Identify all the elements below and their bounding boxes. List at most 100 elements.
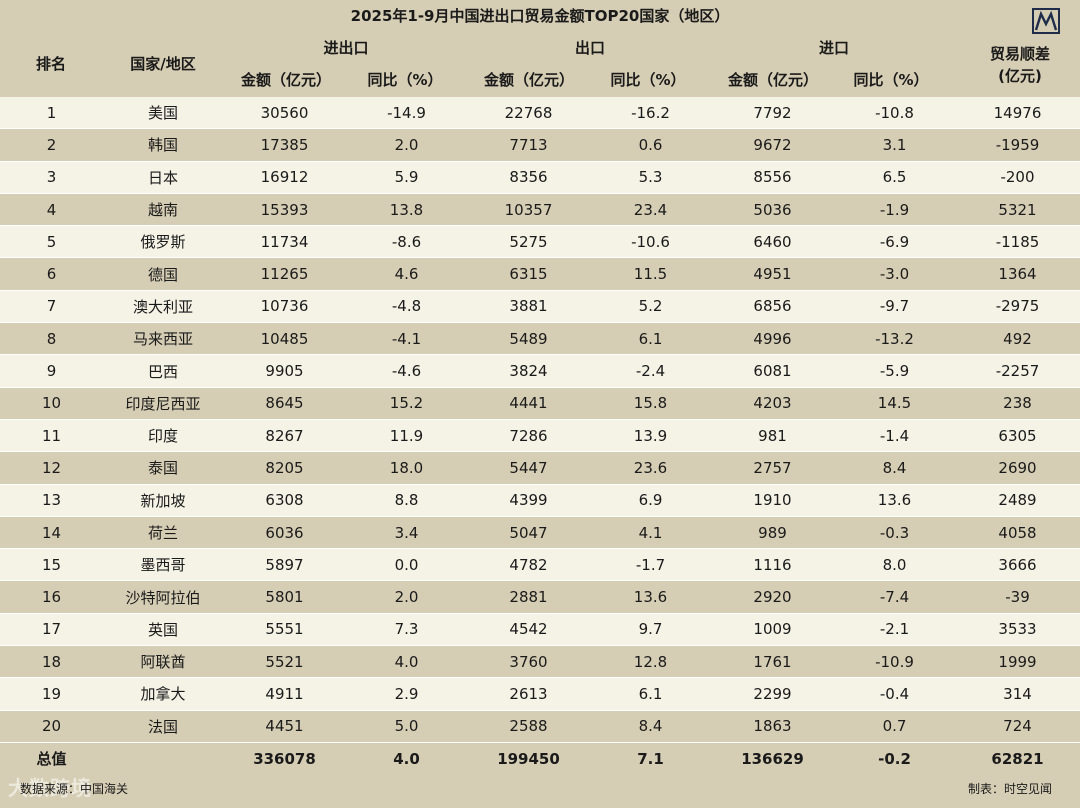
cell-total-yoy: 18.0 xyxy=(346,451,467,485)
cell-export-yoy: 8.4 xyxy=(590,710,711,743)
cell-export-yoy: 0.6 xyxy=(590,128,711,162)
total-row: 总值 336078 4.0 199450 7.1 136629 -0.2 62821 xyxy=(0,742,1080,775)
cell-rank: 13 xyxy=(0,484,103,517)
cell-export-yoy: 13.9 xyxy=(590,419,711,453)
cell-import: 2920 xyxy=(711,580,834,614)
cell-export-yoy: -16.2 xyxy=(590,97,711,130)
cell-total: 6036 xyxy=(223,516,346,550)
table-row: 6 德国 11265 4.6 6315 11.5 4951 -3.0 1364 xyxy=(0,257,1080,291)
cell-import-yoy: -7.4 xyxy=(834,580,955,614)
cell-total: 15393 xyxy=(223,193,346,227)
table-row: 1 美国 30560 -14.9 22768 -16.2 7792 -10.8 14976 xyxy=(0,97,1080,130)
cell-export-yoy: 6.1 xyxy=(590,677,711,711)
cell-rank: 1 xyxy=(0,97,103,130)
header-import-amount: 金额（亿元） xyxy=(727,71,818,89)
header-total-amount: 金额（亿元） xyxy=(240,71,331,89)
cell-import: 9672 xyxy=(711,128,834,162)
table-row: 14 荷兰 6036 3.4 5047 4.1 989 -0.3 4058 xyxy=(0,516,1080,550)
cell-country: 马来西亚 xyxy=(103,322,223,356)
table-row: 3 日本 16912 5.9 8356 5.3 8556 6.5 -200 xyxy=(0,161,1080,194)
cell-rank: 18 xyxy=(0,645,103,679)
cell-export: 5447 xyxy=(467,451,590,485)
cell-import-yoy: 8.4 xyxy=(834,451,955,485)
cell-rank: 5 xyxy=(0,225,103,259)
cell-total-yoy: -4.6 xyxy=(346,354,467,388)
header-import-group: 进口 xyxy=(818,39,849,57)
cell-surplus: 238 xyxy=(955,387,1080,420)
total-cell-export: 199450 xyxy=(467,742,590,775)
cell-export: 8356 xyxy=(467,161,590,194)
table-row: 2 韩国 17385 2.0 7713 0.6 9672 3.1 -1959 xyxy=(0,128,1080,162)
cell-export: 5275 xyxy=(467,225,590,259)
cell-import-yoy: -3.0 xyxy=(834,257,955,291)
header-export-group: 出口 xyxy=(574,39,605,57)
cell-export-yoy: 23.6 xyxy=(590,451,711,485)
cell-country: 韩国 xyxy=(103,128,223,162)
credit-note: 制表：时空见闻 xyxy=(968,782,1053,796)
cell-export-yoy: 13.6 xyxy=(590,580,711,614)
cell-import: 989 xyxy=(711,516,834,550)
cell-total-yoy: -14.9 xyxy=(346,97,467,130)
cell-total: 8205 xyxy=(223,451,346,485)
cell-import: 1116 xyxy=(711,548,834,582)
cell-export: 4441 xyxy=(467,387,590,420)
cell-surplus: 1999 xyxy=(955,645,1080,679)
table-row: 20 法国 4451 5.0 2588 8.4 1863 0.7 724 xyxy=(0,710,1080,743)
cell-total: 10485 xyxy=(223,322,346,356)
cell-export-yoy: 11.5 xyxy=(590,257,711,291)
cell-surplus: 5321 xyxy=(955,193,1080,227)
cell-total-yoy: 2.0 xyxy=(346,128,467,162)
cell-total-yoy: 4.6 xyxy=(346,257,467,291)
header-total-group: 进出口 xyxy=(323,39,369,57)
cell-import-yoy: -0.3 xyxy=(834,516,955,550)
cell-import-yoy: 3.1 xyxy=(834,128,955,162)
header-export-yoy: 同比（%） xyxy=(610,71,686,89)
table-row: 11 印度 8267 11.9 7286 13.9 981 -1.4 6305 xyxy=(0,419,1080,453)
header-surplus-line1: 贸易顺差 xyxy=(989,45,1050,63)
cell-total: 4911 xyxy=(223,677,346,711)
cell-import: 1761 xyxy=(711,645,834,679)
cell-country: 印度尼西亚 xyxy=(103,387,223,420)
cell-rank: 15 xyxy=(0,548,103,582)
cell-total: 30560 xyxy=(223,97,346,130)
cell-total-yoy: 5.9 xyxy=(346,161,467,194)
cell-surplus: -200 xyxy=(955,161,1080,194)
header-total-yoy: 同比（%） xyxy=(367,71,443,89)
cell-export: 22768 xyxy=(467,97,590,130)
table-row: 5 俄罗斯 11734 -8.6 5275 -10.6 6460 -6.9 -1185 xyxy=(0,225,1080,259)
cell-rank: 19 xyxy=(0,677,103,711)
cell-export: 7286 xyxy=(467,419,590,453)
cell-export: 10357 xyxy=(467,193,590,227)
header-surplus-line2: (亿元) xyxy=(998,67,1042,85)
cell-import: 6856 xyxy=(711,290,834,324)
cell-total-yoy: 4.0 xyxy=(346,645,467,679)
cell-surplus: 724 xyxy=(955,710,1080,743)
cell-total: 16912 xyxy=(223,161,346,194)
total-cell-empty xyxy=(103,742,223,775)
cell-rank: 3 xyxy=(0,161,103,194)
cell-import: 4951 xyxy=(711,257,834,291)
cell-country: 荷兰 xyxy=(103,516,223,550)
watermark-text: 大数跨境 xyxy=(8,776,92,800)
cell-rank: 16 xyxy=(0,580,103,614)
cell-export: 7713 xyxy=(467,128,590,162)
cell-rank: 10 xyxy=(0,387,103,420)
cell-total-yoy: 7.3 xyxy=(346,613,467,647)
cell-surplus: -1185 xyxy=(955,225,1080,259)
cell-import-yoy: 8.0 xyxy=(834,548,955,582)
total-cell-total: 336078 xyxy=(223,742,346,775)
cell-total: 5897 xyxy=(223,548,346,582)
header-import-yoy: 同比（%） xyxy=(853,71,929,89)
cell-rank: 7 xyxy=(0,290,103,324)
cell-total: 11734 xyxy=(223,225,346,259)
cell-import-yoy: -10.9 xyxy=(834,645,955,679)
cell-total-yoy: 2.0 xyxy=(346,580,467,614)
total-cell-total-yoy: 4.0 xyxy=(346,742,467,775)
cell-surplus: -39 xyxy=(955,580,1080,614)
cell-export-yoy: -1.7 xyxy=(590,548,711,582)
cell-total-yoy: 11.9 xyxy=(346,419,467,453)
cell-total: 5801 xyxy=(223,580,346,614)
cell-surplus: -2975 xyxy=(955,290,1080,324)
cell-country: 法国 xyxy=(103,710,223,743)
cell-total: 4451 xyxy=(223,710,346,743)
